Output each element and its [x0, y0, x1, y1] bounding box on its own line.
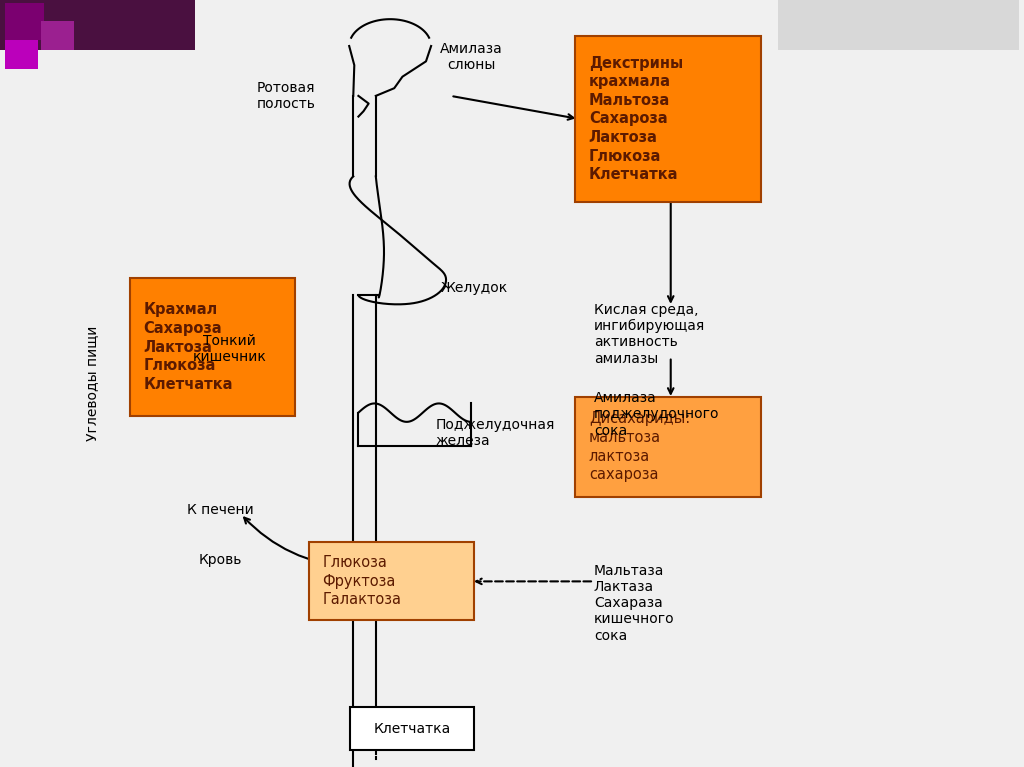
Text: Декстрины
крахмала
Мальтоза
Сахароза
Лактоза
Глюкоза
Клетчатка: Декстрины крахмала Мальтоза Сахароза Лак…: [589, 55, 683, 183]
Text: Кислая среда,
ингибирующая
активность
амилазы: Кислая среда, ингибирующая активность ам…: [594, 303, 706, 366]
Text: Тонкий
кишечник: Тонкий кишечник: [193, 334, 266, 364]
Text: Желудок: Желудок: [440, 281, 508, 295]
Text: К печени: К печени: [186, 503, 254, 517]
Text: Крахмал
Сахароза
Лактоза
Глюкоза
Клетчатка: Крахмал Сахароза Лактоза Глюкоза Клетчат…: [143, 302, 232, 392]
Text: Глюкоза
Фруктоза
Галактоза: Глюкоза Фруктоза Галактоза: [323, 555, 401, 607]
Text: Амилаза
поджелудочного
сока: Амилаза поджелудочного сока: [594, 391, 720, 437]
Text: Углеводы пищи: Углеводы пищи: [85, 326, 99, 441]
Bar: [41, 21, 74, 50]
Bar: [778, 0, 1019, 50]
Bar: [0, 0, 195, 50]
Text: Дисахариды:
мальтоза
лактоза
сахароза: Дисахариды: мальтоза лактоза сахароза: [589, 411, 690, 482]
FancyBboxPatch shape: [575, 36, 761, 202]
Text: Амилаза
слюны: Амилаза слюны: [439, 42, 503, 72]
FancyBboxPatch shape: [350, 707, 474, 750]
Text: Кровь: Кровь: [199, 553, 242, 567]
FancyBboxPatch shape: [309, 542, 474, 620]
Text: Поджелудочная
железа: Поджелудочная железа: [435, 418, 555, 448]
Bar: [5, 40, 38, 69]
FancyBboxPatch shape: [130, 278, 295, 416]
Text: Ротовая
полость: Ротовая полость: [257, 81, 315, 110]
Text: Клетчатка: Клетчатка: [374, 722, 451, 736]
FancyBboxPatch shape: [575, 397, 761, 497]
Text: Мальтаза
Лактаза
Сахараза
кишечного
сока: Мальтаза Лактаза Сахараза кишечного сока: [594, 564, 675, 643]
Bar: [5, 3, 44, 40]
